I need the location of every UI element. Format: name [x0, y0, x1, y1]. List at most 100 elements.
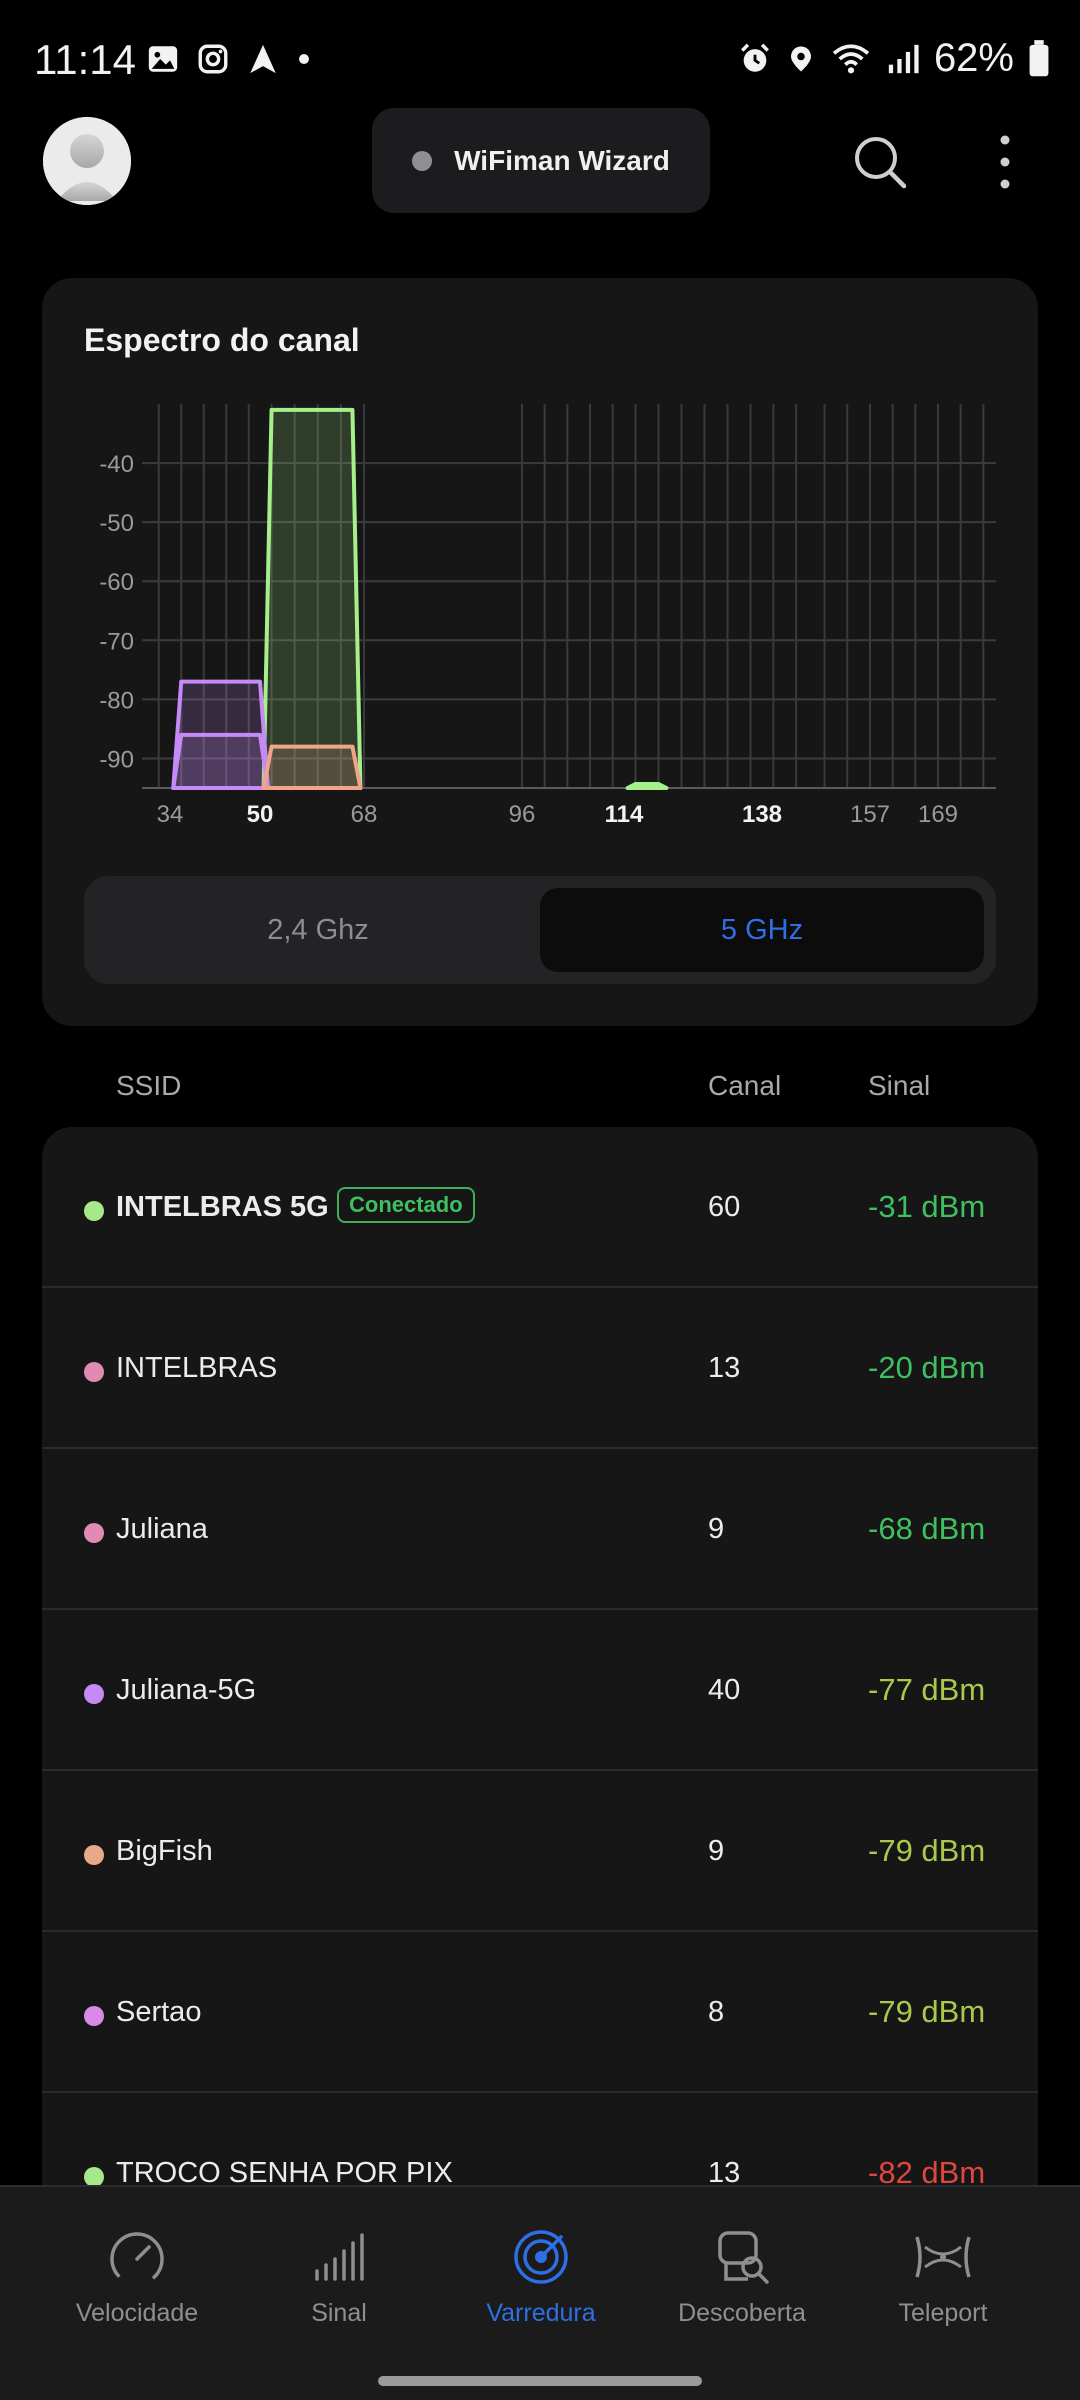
y-tick-label: -70	[99, 628, 134, 655]
network-signal: -68 dBm	[868, 1511, 986, 1546]
nav-item-descoberta[interactable]: Descoberta	[642, 2187, 842, 2357]
network-channel: 13	[708, 1352, 741, 1384]
network-list: INTELBRAS 5G Conectado 60 -31 dBm INTELB…	[42, 1127, 1038, 2187]
alarm-icon	[740, 43, 769, 72]
wifiman-wizard-button[interactable]: WiFiman Wizard	[372, 108, 710, 213]
y-tick-label: -90	[99, 746, 134, 773]
x-tick-label: 169	[918, 801, 958, 828]
teleport-icon	[915, 2236, 971, 2278]
cell-signal-icon	[888, 44, 919, 73]
nav-item-velocidade[interactable]: Velocidade	[37, 2187, 237, 2357]
nav-label: Teleport	[898, 2299, 988, 2327]
network-color-dot	[84, 1684, 104, 1704]
network-color-dot	[84, 2167, 104, 2187]
navigation-icon	[250, 44, 276, 74]
network-row[interactable]: INTELBRAS 5G Conectado 60 -31 dBm	[42, 1127, 1038, 1288]
y-tick-label: -40	[99, 451, 134, 478]
x-tick-label: 157	[850, 801, 890, 828]
x-tick-label: 138	[742, 801, 782, 828]
network-channel: 9	[708, 1835, 725, 1867]
nav-label: Velocidade	[75, 2299, 199, 2327]
speedometer-icon	[110, 2232, 164, 2286]
x-tick-label: 68	[351, 801, 378, 828]
network-ssid: Juliana-5G	[116, 1674, 257, 1706]
channel-spectrum-chart: -40 -50 -60 -70 -80 -90 34 50 68 96 114 138 157 169	[99, 404, 996, 828]
more-options-button[interactable]	[990, 134, 1020, 190]
band-option-2-4ghz[interactable]: 2,4 Ghz	[267, 913, 369, 946]
status-notification-icons	[146, 42, 312, 76]
nav-item-varredura[interactable]: Varredura	[441, 2187, 641, 2357]
network-channel: 9	[708, 1513, 725, 1545]
location-icon	[790, 46, 811, 71]
x-tick-label: 114	[605, 801, 644, 828]
signal-bars-icon	[315, 2233, 364, 2281]
column-header-canal[interactable]: Canal	[708, 1070, 782, 1101]
band-option-5ghz[interactable]: 5 GHz	[540, 888, 984, 972]
network-channel: 8	[708, 1996, 725, 2028]
network-channel: 40	[708, 1674, 741, 1706]
network-ssid: Sertao	[116, 1996, 202, 2028]
column-header-sinal[interactable]: Sinal	[868, 1070, 931, 1101]
network-signal: -20 dBm	[868, 1350, 986, 1385]
network-color-dot	[84, 1523, 104, 1543]
spectrum-series-0	[261, 407, 363, 790]
x-tick-label: 34	[157, 801, 184, 828]
avatar[interactable]	[43, 117, 131, 205]
network-table-header: SSID Canal Sinal	[0, 1070, 1080, 1110]
instagram-icon	[198, 44, 228, 74]
y-tick-label: -60	[99, 569, 134, 596]
dot-icon	[299, 54, 309, 64]
status-system-icons: 62%	[738, 36, 1050, 81]
network-channel: 13	[708, 2157, 741, 2187]
search-button[interactable]	[852, 134, 908, 190]
nav-item-teleport[interactable]: Teleport	[843, 2187, 1043, 2357]
connected-badge: Conectado	[337, 1187, 475, 1223]
search-icon	[855, 137, 907, 189]
bottom-navigation: Velocidade Sinal Varredura Descoberta Te…	[0, 2185, 1080, 2400]
network-row[interactable]: Sertao 8 -79 dBm	[42, 1932, 1038, 2093]
y-tick-label: -50	[99, 510, 134, 537]
gallery-icon	[148, 46, 178, 72]
status-time: 11:14	[34, 36, 136, 83]
band-toggle: 2,4 Ghz 5 GHz	[84, 876, 996, 984]
wizard-label: WiFiman Wizard	[454, 144, 670, 176]
nav-label: Descoberta	[678, 2299, 806, 2327]
spectrum-series-2	[171, 732, 270, 790]
network-signal: -31 dBm	[868, 1189, 986, 1224]
network-row[interactable]: TROCO SENHA POR PIX 13 -82 dBm	[42, 2093, 1038, 2187]
nav-label: Sinal	[311, 2299, 367, 2327]
battery-percentage: 62%	[933, 36, 1014, 80]
network-color-dot	[84, 1362, 104, 1382]
network-color-dot	[84, 2006, 104, 2026]
x-tick-label: 96	[509, 801, 536, 828]
network-signal: -82 dBm	[868, 2155, 986, 2187]
wifi-icon	[832, 43, 870, 73]
discovery-icon	[718, 2231, 769, 2284]
home-indicator[interactable]	[378, 2376, 702, 2386]
network-ssid: TROCO SENHA POR PIX	[116, 2157, 453, 2187]
network-signal: -79 dBm	[868, 1833, 986, 1868]
spectrum-series-3	[261, 744, 363, 790]
x-tick-label: 50	[247, 801, 274, 828]
network-color-dot	[84, 1845, 104, 1865]
network-ssid: BigFish	[116, 1835, 213, 1867]
channel-spectrum-card: Espectro do canal -40 -50 -60 -70 -80 -90 34 5…	[42, 278, 1038, 1026]
wizard-status-dot	[412, 150, 433, 171]
radar-icon	[514, 2230, 568, 2284]
more-vert-icon	[1000, 135, 1010, 189]
nav-label: Varredura	[486, 2299, 596, 2327]
column-header-ssid[interactable]: SSID	[116, 1070, 182, 1101]
network-row[interactable]: INTELBRAS 13 -20 dBm	[42, 1288, 1038, 1449]
network-row[interactable]: BigFish 9 -79 dBm	[42, 1771, 1038, 1932]
network-ssid: Juliana	[116, 1513, 208, 1545]
nav-item-sinal[interactable]: Sinal	[239, 2187, 439, 2357]
network-row[interactable]: Juliana-5G 40 -77 dBm	[42, 1610, 1038, 1771]
network-signal: -77 dBm	[868, 1672, 986, 1707]
network-row[interactable]: Juliana 9 -68 dBm	[42, 1449, 1038, 1610]
battery-icon	[1029, 39, 1049, 76]
spectrum-title: Espectro do canal	[84, 322, 360, 358]
network-signal: -79 dBm	[868, 1994, 986, 2029]
status-bar: 11:14 62%	[0, 0, 1080, 120]
network-ssid: INTELBRAS	[116, 1352, 278, 1384]
spectrum-series-4	[625, 782, 669, 790]
